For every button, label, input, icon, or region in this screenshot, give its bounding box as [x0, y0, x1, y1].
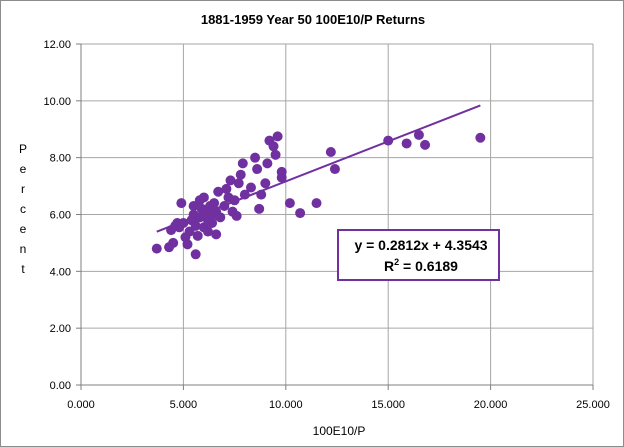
data-point: [225, 175, 236, 186]
data-points: [151, 129, 486, 260]
chart-title: 1881-1959 Year 50 100E10/P Returns: [201, 12, 425, 27]
data-point: [311, 198, 322, 209]
data-point: [215, 212, 226, 223]
r-squared-r: R: [384, 258, 394, 274]
x-tick-label: 5.000: [170, 399, 198, 411]
data-point: [329, 164, 340, 175]
data-point: [325, 146, 336, 157]
y-tick-label: 8.00: [50, 153, 71, 165]
y-tick-label: 10.00: [43, 96, 71, 108]
data-point: [207, 218, 218, 229]
grid-lines: [80, 43, 594, 386]
x-tick-label: 20.000: [474, 399, 508, 411]
data-point: [221, 183, 232, 194]
data-point: [420, 139, 431, 150]
x-tick-label: 15.000: [371, 399, 405, 411]
data-point: [284, 198, 295, 209]
x-axis-label: 100E10/P: [313, 424, 366, 438]
data-point: [268, 141, 279, 152]
y-axis-label-letter: P: [19, 142, 27, 156]
y-tick-label: 12.00: [43, 39, 71, 51]
trendline-line: [156, 104, 481, 233]
x-tick-label: 0.000: [67, 399, 95, 411]
data-point: [233, 178, 244, 189]
data-point: [262, 158, 273, 169]
x-tick-label: 10.000: [269, 399, 303, 411]
data-point: [276, 166, 287, 177]
axes: [76, 43, 594, 390]
data-point: [168, 237, 179, 248]
equation-box-border: [337, 229, 500, 281]
data-point: [190, 220, 201, 231]
y-tick-label: 6.00: [50, 210, 71, 222]
data-point: [211, 229, 222, 240]
equation-box: y = 0.2812x + 4.3543 R2 = 0.6189: [337, 229, 500, 281]
data-point: [190, 249, 201, 260]
data-point: [245, 182, 256, 193]
r-squared-sup: 2: [394, 257, 399, 267]
data-point: [252, 164, 263, 175]
y-tick-label: 2.00: [50, 323, 71, 335]
tick-labels: 0.000 5.000 10.000 15.000 20.000 25.000 0.00 2.…: [43, 39, 609, 411]
y-tick-label: 0.00: [50, 380, 71, 392]
y-tick-label: 4.00: [50, 266, 71, 278]
data-point: [270, 149, 281, 160]
data-point: [176, 198, 187, 209]
data-point: [401, 138, 412, 149]
y-axis-label-letter: n: [20, 242, 27, 256]
data-point: [192, 230, 203, 241]
y-axis-label-letter: e: [20, 222, 27, 236]
r-squared-value: = 0.6189: [399, 258, 458, 274]
trendline: [156, 104, 481, 233]
data-point: [209, 198, 220, 209]
data-point: [231, 210, 242, 221]
data-point: [250, 152, 261, 163]
data-point: [198, 192, 209, 203]
r-squared-label: R2 = 0.6189: [384, 257, 458, 274]
regression-equation: y = 0.2812x + 4.3543: [354, 237, 487, 253]
data-point: [295, 208, 306, 219]
y-axis-label-letter: t: [21, 262, 25, 276]
data-point: [202, 226, 213, 237]
data-point: [237, 158, 248, 169]
data-point: [213, 186, 224, 197]
data-point: [475, 132, 486, 143]
data-point: [182, 239, 193, 250]
x-tick-label: 25.000: [576, 399, 610, 411]
data-point: [413, 129, 424, 140]
data-point: [235, 169, 246, 180]
data-point: [151, 243, 162, 254]
y-axis-label-letter: e: [20, 162, 27, 176]
y-axis-label-letter: r: [21, 182, 25, 196]
data-point: [272, 131, 283, 142]
y-axis-label-letter: c: [20, 202, 26, 216]
data-point: [254, 203, 265, 214]
data-point: [260, 178, 271, 189]
